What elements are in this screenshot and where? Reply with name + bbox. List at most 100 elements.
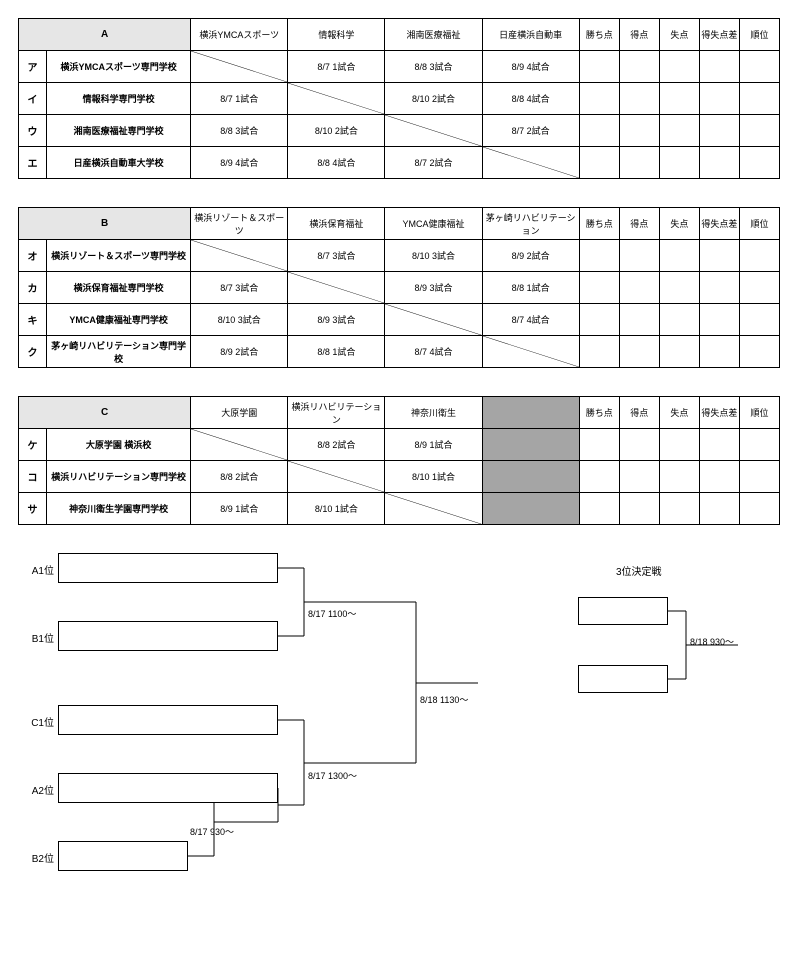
seed-label: B2位: [24, 850, 54, 865]
self-diagonal-cell: [191, 429, 288, 461]
seed-label: A2位: [24, 782, 54, 797]
team-name: YMCA健康福祉専門学校: [47, 304, 191, 336]
match-cell: 8/9 2試合: [191, 336, 288, 368]
stat-cell: [579, 240, 619, 272]
row-key: カ: [19, 272, 47, 304]
match-cell: 8/7 3試合: [288, 240, 385, 272]
stat-cell: [659, 429, 699, 461]
stat-cell: [659, 336, 699, 368]
team-name: 横浜リハビリテーション専門学校: [47, 461, 191, 493]
stat-cell: [739, 51, 779, 83]
grey-cell: [482, 493, 579, 525]
match-cell: 8/10 2試合: [288, 115, 385, 147]
seed-box: [58, 705, 278, 735]
grey-cell: [482, 461, 579, 493]
match-cell: 8/8 1試合: [482, 272, 579, 304]
match-cell: 8/7 1試合: [288, 51, 385, 83]
stat-col-header: 失点: [659, 397, 699, 429]
team-name: 横浜YMCAスポーツ専門学校: [47, 51, 191, 83]
match-cell: 8/9 2試合: [482, 240, 579, 272]
stat-cell: [619, 240, 659, 272]
stat-cell: [619, 493, 659, 525]
grey-cell: [482, 429, 579, 461]
opponent-col-header: 神奈川衛生: [385, 397, 482, 429]
match-cell: 8/7 4試合: [482, 304, 579, 336]
opponent-col-header: 横浜リハビリテーション: [288, 397, 385, 429]
group-table-B: B横浜リゾート＆スポーツ横浜保育福祉YMCA健康福祉茅ヶ崎リハビリテーション勝ち…: [18, 207, 780, 368]
row-key: イ: [19, 83, 47, 115]
seed-box: [58, 621, 278, 651]
stat-col-header: 順位: [739, 397, 779, 429]
match-cell: 8/7 2試合: [385, 147, 482, 179]
stat-cell: [739, 429, 779, 461]
stat-cell: [579, 115, 619, 147]
stat-cell: [739, 493, 779, 525]
stat-cell: [619, 83, 659, 115]
team-name: 大原学園 横浜校: [47, 429, 191, 461]
stat-cell: [699, 83, 739, 115]
stat-cell: [739, 304, 779, 336]
opponent-col-header: 湘南医療福祉: [385, 19, 482, 51]
match-cell: 8/8 4試合: [482, 83, 579, 115]
match-cell: 8/8 4試合: [288, 147, 385, 179]
stat-cell: [579, 336, 619, 368]
stat-cell: [739, 147, 779, 179]
stat-cell: [659, 493, 699, 525]
stat-cell: [659, 304, 699, 336]
team-name: 日産横浜自動車大学校: [47, 147, 191, 179]
stat-cell: [579, 147, 619, 179]
table-row: キYMCA健康福祉専門学校8/10 3試合8/9 3試合8/7 4試合: [19, 304, 780, 336]
self-diagonal-cell: [191, 51, 288, 83]
seed-label: A1位: [24, 562, 54, 577]
match-time-label: 8/18 1130～: [420, 693, 468, 706]
row-key: ア: [19, 51, 47, 83]
match-cell: 8/9 1試合: [191, 493, 288, 525]
stat-cell: [699, 51, 739, 83]
row-key: ウ: [19, 115, 47, 147]
stat-cell: [659, 147, 699, 179]
seed-label: B1位: [24, 630, 54, 645]
stat-cell: [619, 336, 659, 368]
stat-cell: [659, 115, 699, 147]
seed-box: [58, 773, 278, 803]
row-key: サ: [19, 493, 47, 525]
stat-col-header: 勝ち点: [579, 208, 619, 240]
seed-box: [578, 597, 668, 625]
stat-cell: [619, 51, 659, 83]
stat-cell: [699, 304, 739, 336]
stat-col-header: 勝ち点: [579, 19, 619, 51]
self-diagonal-cell: [385, 493, 482, 525]
stat-cell: [659, 240, 699, 272]
self-diagonal-cell: [288, 83, 385, 115]
row-key: ケ: [19, 429, 47, 461]
match-cell: 8/8 1試合: [288, 336, 385, 368]
seed-box: [578, 665, 668, 693]
group-table-C: C大原学園横浜リハビリテーション神奈川衛生勝ち点得点失点得失点差順位ケ大原学園 …: [18, 396, 780, 525]
stat-cell: [739, 461, 779, 493]
stat-cell: [739, 115, 779, 147]
stat-col-header: 得点: [619, 19, 659, 51]
opponent-col-header: YMCA健康福祉: [385, 208, 482, 240]
table-row: オ横浜リゾート＆スポーツ専門学校8/7 3試合8/10 3試合8/9 2試合: [19, 240, 780, 272]
stat-col-header: 得点: [619, 397, 659, 429]
stat-cell: [579, 304, 619, 336]
stat-cell: [699, 272, 739, 304]
row-key: キ: [19, 304, 47, 336]
opponent-col-header: 大原学園: [191, 397, 288, 429]
self-diagonal-cell: [288, 272, 385, 304]
opponent-col-header: 横浜YMCAスポーツ: [191, 19, 288, 51]
match-cell: 8/10 2試合: [385, 83, 482, 115]
table-row: エ日産横浜自動車大学校8/9 4試合8/8 4試合8/7 2試合: [19, 147, 780, 179]
stat-cell: [579, 272, 619, 304]
table-row: コ横浜リハビリテーション専門学校8/8 2試合8/10 1試合: [19, 461, 780, 493]
stat-col-header: 失点: [659, 208, 699, 240]
self-diagonal-cell: [482, 147, 579, 179]
match-cell: 8/7 2試合: [482, 115, 579, 147]
stat-col-header: 得失点差: [699, 208, 739, 240]
opponent-col-header: 横浜保育福祉: [288, 208, 385, 240]
match-cell: 8/9 1試合: [385, 429, 482, 461]
table-row: ウ湘南医療福祉専門学校8/8 3試合8/10 2試合8/7 2試合: [19, 115, 780, 147]
group-letter-header: A: [19, 19, 191, 51]
stat-cell: [579, 461, 619, 493]
opponent-col-header: 横浜リゾート＆スポーツ: [191, 208, 288, 240]
